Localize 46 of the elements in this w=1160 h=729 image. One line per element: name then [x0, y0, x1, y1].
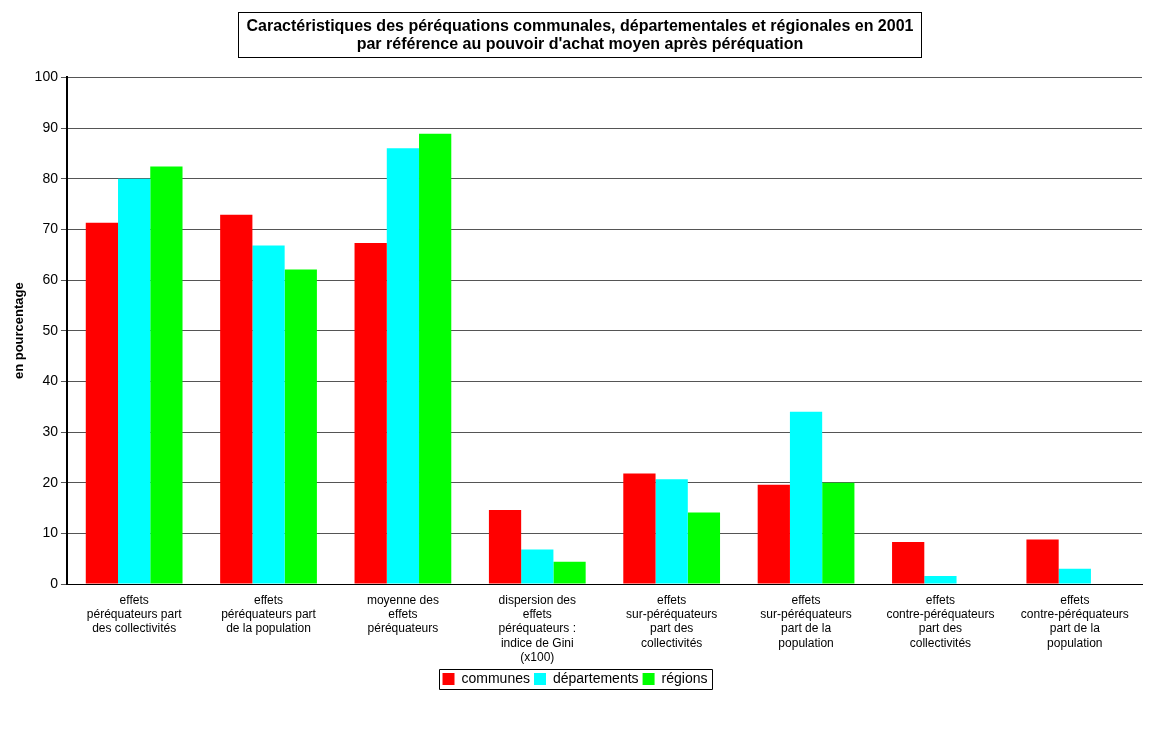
bar — [419, 133, 452, 584]
bar — [892, 541, 925, 584]
bar — [623, 473, 656, 584]
x-tick-label: effets contre-péréquateurs part de la population — [1020, 592, 1129, 650]
y-tick-label: 90 — [42, 118, 59, 135]
y-tick-label: 20 — [42, 473, 59, 490]
bar — [354, 243, 387, 584]
y-tick-label: 30 — [42, 422, 59, 439]
bar — [521, 549, 554, 584]
bar — [386, 148, 420, 584]
legend-label: communes — [461, 669, 530, 686]
y-axis-title: en pourcentage — [11, 282, 27, 380]
x-tick-label: effets sur-péréquateurs part de la population — [760, 592, 852, 650]
bar — [284, 269, 317, 584]
chart-title: Caractéristiques des péréquations communales, départementales et régionales en 2001 par référence au pouvoir d'achat moyen après péréquation — [237, 12, 923, 58]
x-tick-label: effets contre-péréquateurs part des collectivités — [886, 592, 995, 650]
x-tick-label: effets péréquateurs part de la population — [221, 592, 317, 636]
bar — [924, 575, 957, 584]
x-tick-label: moyenne des effets péréquateurs — [366, 592, 439, 636]
bar — [85, 222, 119, 584]
x-tick-label: effets péréquateurs part des collectivités — [86, 592, 183, 636]
y-tick-label: 100 — [34, 68, 59, 85]
bar — [553, 561, 586, 584]
y-tick-label: 70 — [42, 220, 59, 237]
bar — [1026, 539, 1059, 584]
y-tick-label: 60 — [42, 270, 59, 287]
y-tick-label: 80 — [42, 169, 59, 186]
bar — [118, 178, 151, 584]
y-tick-label: 50 — [42, 321, 59, 338]
bar — [789, 411, 823, 584]
x-tick-label: dispersion des effets péréquateurs : indice de Gini (x100) — [498, 592, 576, 665]
legend-label: régions — [661, 669, 708, 686]
bar — [757, 484, 790, 584]
bar — [220, 214, 253, 584]
bar — [150, 166, 183, 584]
bar — [822, 482, 855, 584]
y-tick-label: 40 — [42, 372, 59, 389]
bar — [687, 512, 721, 584]
legend-label: départements — [552, 669, 639, 686]
x-tick-label: effets sur-péréquateurs part des collectivités — [625, 592, 718, 650]
bar — [655, 479, 688, 584]
y-tick-label: 0 — [50, 574, 59, 591]
y-tick-label: 10 — [42, 524, 59, 541]
bar — [488, 510, 522, 584]
bar — [1058, 568, 1091, 584]
bar — [252, 245, 285, 584]
